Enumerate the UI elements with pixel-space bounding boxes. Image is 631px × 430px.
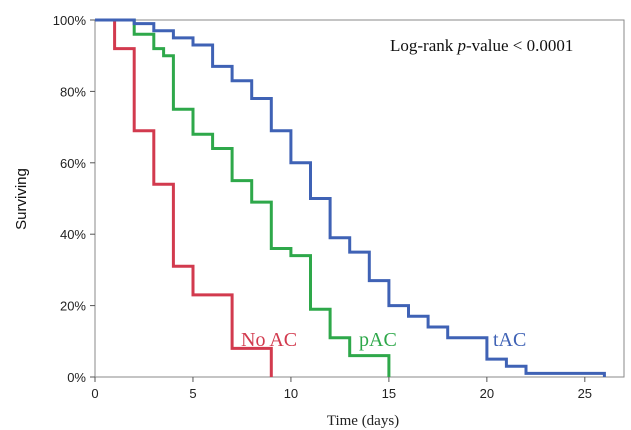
- y-tick-label: 40%: [60, 227, 86, 242]
- log-rank-annotation: Log-rank p-value < 0.0001: [390, 36, 573, 55]
- x-tick-label: 25: [578, 386, 592, 401]
- annotation-p-italic: p: [457, 36, 467, 55]
- x-tick-label: 5: [189, 386, 196, 401]
- x-tick-label: 10: [284, 386, 298, 401]
- y-tick-label: 0%: [67, 370, 86, 385]
- x-tick-label: 15: [382, 386, 396, 401]
- plot-border: [94, 19, 625, 378]
- y-axis-title: Surviving: [13, 168, 30, 230]
- y-tick-label: 80%: [60, 84, 86, 99]
- series-layer: [95, 18, 606, 377]
- x-tick-label: 20: [480, 386, 494, 401]
- series-line-pac: [95, 18, 391, 377]
- y-tick-label: 20%: [60, 299, 86, 314]
- annotation-suffix: -value < 0.0001: [466, 36, 573, 55]
- axis-ticks: 0 5 10 15 20 25 0% 20% 40% 60% 80% 100%: [53, 13, 592, 401]
- y-tick-label: 60%: [60, 156, 86, 171]
- plot-frame: [94, 19, 625, 378]
- x-axis-title: Time (days): [327, 413, 399, 429]
- series-label-pac: pAC: [359, 329, 397, 351]
- series-label-no-ac: No AC: [241, 329, 297, 351]
- y-tick-label: 100%: [53, 13, 87, 28]
- annotation-prefix: Log-rank: [390, 36, 458, 55]
- series-line-tac: [95, 18, 606, 377]
- series-line-no-ac: [95, 18, 273, 377]
- series-label-tac: tAC: [493, 329, 526, 351]
- x-tick-label: 0: [91, 386, 98, 401]
